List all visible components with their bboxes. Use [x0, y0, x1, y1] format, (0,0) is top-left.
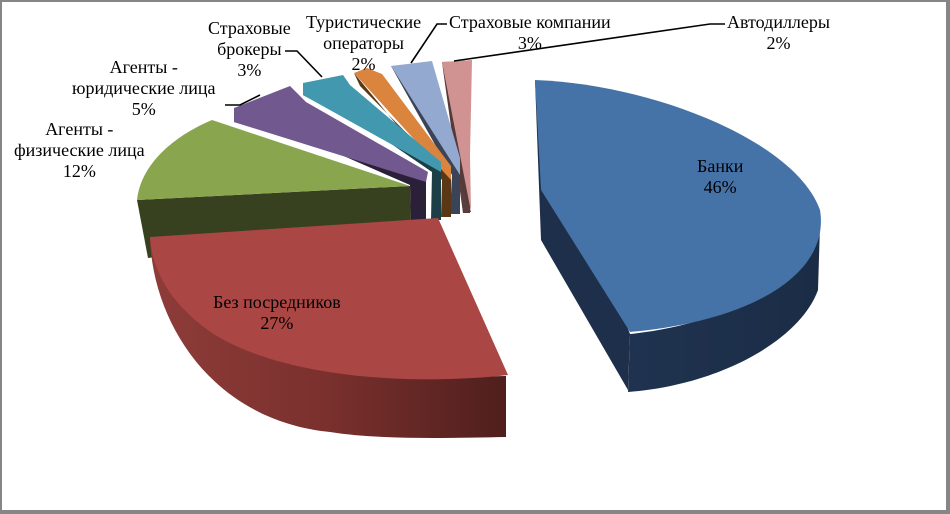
slice-dealers[interactable]: [442, 60, 472, 213]
slice-agents-legal[interactable]: [234, 86, 428, 230]
slice-direct[interactable]: [150, 218, 508, 438]
label-banks-name: Банки: [697, 156, 744, 176]
leader-lines: [225, 23, 725, 106]
label-agents-phys: Агенты - физические лица 12%: [14, 119, 145, 182]
label-brokers-line2: брокеры: [217, 39, 282, 59]
leader-dealers: [453, 23, 725, 62]
slice-banks[interactable]: [535, 80, 821, 392]
label-tour-pct: 2%: [351, 54, 376, 74]
label-insurers: Страховые компании 3%: [449, 12, 611, 54]
label-agents-legal-pct: 5%: [131, 99, 156, 119]
slice-insurers[interactable]: [391, 61, 460, 214]
label-agents-phys-pct: 12%: [62, 161, 96, 181]
label-agents-legal-line1: Агенты -: [109, 57, 178, 77]
label-direct-name: Без посредников: [213, 292, 341, 312]
label-tour-operators: Туристические операторы 2%: [306, 12, 421, 75]
label-agents-legal-line2: юридические лица: [72, 78, 216, 98]
label-direct: Без посредников 27%: [213, 292, 341, 334]
label-tour-line1: Туристические: [306, 12, 422, 32]
label-agents-legal: Агенты - юридические лица 5%: [72, 57, 215, 120]
label-banks-pct: 46%: [703, 177, 737, 197]
label-dealers-name: Автодиллеры: [727, 12, 830, 32]
label-agents-phys-line1: Агенты -: [45, 119, 114, 139]
slice-brokers[interactable]: [303, 75, 441, 220]
label-dealers-pct: 2%: [766, 33, 791, 53]
label-tour-line2: операторы: [323, 33, 404, 53]
label-direct-pct: 27%: [260, 313, 294, 333]
leader-agents-legal: [225, 94, 261, 106]
label-insurers-name: Страховые компании: [449, 12, 611, 32]
label-brokers-line1: Страховые: [208, 18, 291, 38]
leader-brokers: [285, 50, 323, 78]
label-brokers-pct: 3%: [237, 60, 262, 80]
label-agents-phys-line2: физические лица: [14, 140, 145, 160]
label-banks: Банки 46%: [697, 156, 743, 198]
label-brokers: Страховые брокеры 3%: [208, 18, 291, 81]
label-dealers: Автодиллеры 2%: [727, 12, 830, 54]
label-insurers-pct: 3%: [517, 33, 542, 53]
leader-insurers: [410, 23, 447, 64]
